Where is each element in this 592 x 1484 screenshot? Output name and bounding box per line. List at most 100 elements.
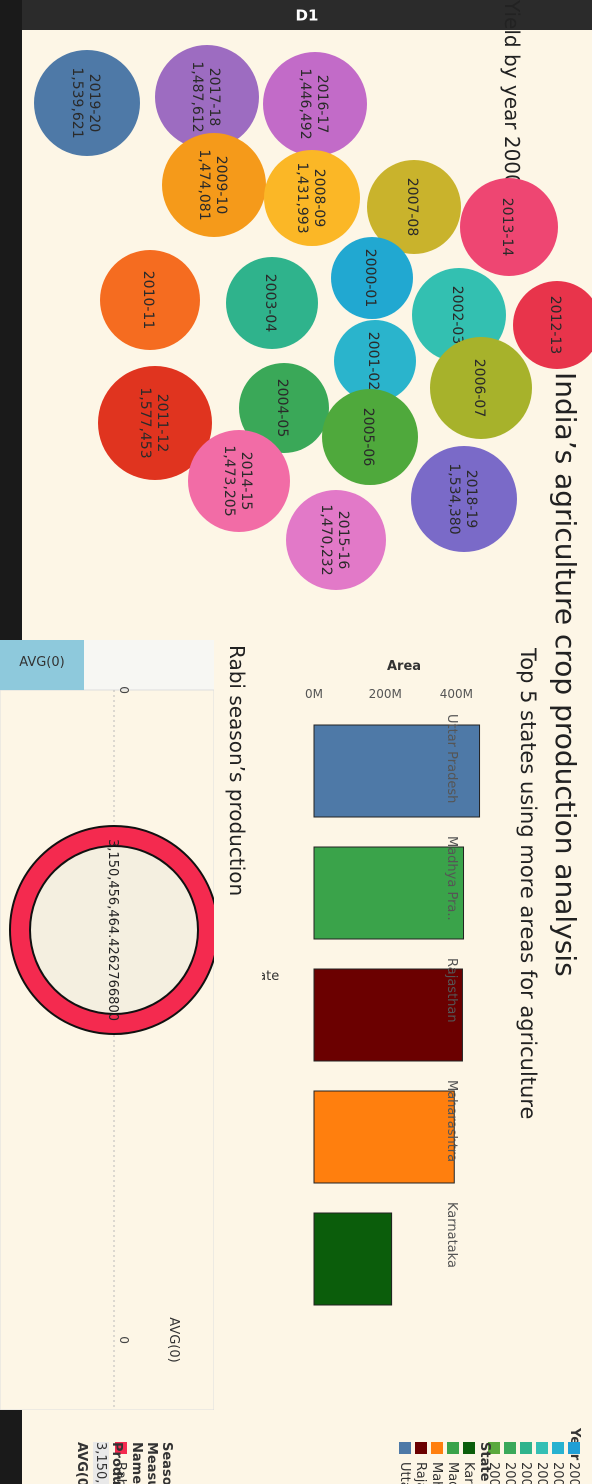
bubble-value: 1,534,380 [446, 463, 462, 534]
bubble-2012-13[interactable]: 2012-13 [513, 281, 592, 369]
legend-state-title: State [477, 1442, 492, 1482]
legend-production-value[interactable]: 3,150,456,464.4262 [93, 1442, 109, 1484]
rabi-donut[interactable] [9, 825, 214, 1035]
bubble-circle[interactable] [264, 150, 360, 246]
bubble-value: 1,539,621 [69, 67, 85, 138]
bubble-circle[interactable] [155, 45, 259, 149]
bubble-2003-04[interactable]: 2003-04 [226, 257, 318, 349]
bar-karnataka[interactable] [313, 1212, 393, 1306]
legend-state-item[interactable]: Rajasthan [413, 1442, 429, 1484]
bar-maharashtra[interactable] [313, 1090, 455, 1184]
bubble-circle[interactable] [100, 250, 200, 350]
legend-production-title: Production [109, 1442, 124, 1484]
legend-state-swatch [415, 1442, 427, 1454]
legend-state-swatch [431, 1442, 443, 1454]
bar-state-axis-label: State [262, 969, 279, 984]
bubble-circle[interactable] [322, 389, 418, 485]
bubble-circle[interactable] [286, 490, 386, 590]
bubble-2011-12[interactable]: 2011-121,577,453 [98, 366, 212, 480]
bubble-2001-02[interactable]: 2001-02 [334, 320, 416, 402]
bar-madhya-pra-[interactable] [313, 846, 465, 940]
legend-year-label: 2002-03 [535, 1462, 550, 1484]
legend-year-item[interactable]: 2000-01 [566, 1442, 582, 1484]
bubble-circle[interactable] [430, 337, 532, 439]
bubble-2000-01[interactable]: 2000-01 [331, 237, 413, 319]
legend-year-swatch [536, 1442, 548, 1454]
bubble-label: 2009-10 [213, 156, 229, 215]
bubble-circle[interactable] [263, 52, 367, 156]
bubble-label: 2008-09 [311, 169, 327, 228]
bubble-circle[interactable] [34, 50, 140, 156]
legend-year-label: 2001-02 [551, 1462, 566, 1484]
bubble-2008-09[interactable]: 2008-091,431,993 [264, 150, 360, 246]
bubble-2010-11[interactable]: 2010-11 [100, 250, 200, 350]
bubble-value: 1,487,612 [189, 61, 205, 132]
legend-state-label: Karnataka [462, 1462, 477, 1484]
bubble-circle[interactable] [513, 281, 592, 369]
bubble-circle[interactable] [334, 320, 416, 402]
bar-category-label: Madhya Pra.. [444, 836, 459, 921]
bubble-circle[interactable] [367, 160, 461, 254]
bubble-2013-14[interactable]: 2013-14 [460, 178, 558, 276]
bubble-2005-06[interactable]: 2005-06 [322, 389, 418, 485]
legend-state-item[interactable]: Uttar Pradesh [397, 1442, 413, 1484]
bubble-2016-17[interactable]: 2016-171,446,492 [263, 52, 367, 156]
bubble-circle[interactable] [188, 430, 290, 532]
bar-category-label: Uttar Pradesh [444, 714, 459, 803]
bubble-circle[interactable] [411, 446, 517, 552]
bubble-circle[interactable] [460, 178, 558, 276]
bar-rajasthan[interactable] [313, 968, 463, 1062]
rabi-axis-band [0, 640, 84, 690]
legend-year-label: 2004-05 [503, 1462, 518, 1484]
bubble-label: 2011-12 [154, 394, 170, 453]
bubble-2004-05[interactable]: 2004-05 [239, 363, 329, 453]
legend-year-item[interactable]: 2001-02 [550, 1442, 566, 1484]
bubble-chart: 2019-201,539,621 2017-181,487,612 2016-171… [34, 45, 592, 590]
bubble-2015-16[interactable]: 2015-161,470,232 [286, 490, 386, 590]
legend-season-title: Season, Measure Names [129, 1442, 174, 1484]
bubble-2014-15[interactable]: 2014-151,473,205 [188, 430, 290, 532]
bubble-circle[interactable] [239, 363, 329, 453]
legend-state-item[interactable]: Madhya Pradesh [445, 1442, 461, 1484]
bubble-circle[interactable] [162, 133, 266, 237]
legend-state-item[interactable]: Maharashtra [429, 1442, 445, 1484]
rabi-donut-label: 3,150,456,464.4262766800 [105, 839, 120, 1021]
bubble-label: 2006-07 [471, 359, 487, 418]
legend-year-item[interactable]: 2002-03 [534, 1442, 550, 1484]
legend-year-swatch [504, 1442, 516, 1454]
legend-state-label: Madhya Pradesh [446, 1462, 461, 1484]
bubble-label: 2019-20 [86, 74, 102, 133]
rabi-axis-label: AVG(0) [19, 655, 64, 670]
rabi-chart-title: Rabi season’s production [225, 645, 249, 897]
bubble-2006-07[interactable]: 2006-07 [430, 337, 532, 439]
bubble-2007-08[interactable]: 2007-08 [367, 160, 461, 254]
legend-year-swatch [568, 1442, 580, 1454]
legend-year-item[interactable]: 2003-04 [518, 1442, 534, 1484]
legend-year-item[interactable]: 2004-05 [502, 1442, 518, 1484]
bubble-label: 2005-06 [360, 408, 376, 467]
bubble-label: 2017-18 [206, 68, 222, 127]
legend-production: Production3,150,456,464.4262 AVG(0) [74, 1442, 124, 1484]
bubble-circle[interactable] [98, 366, 212, 480]
bubble-2018-19[interactable]: 2018-191,534,380 [411, 446, 517, 552]
rabi-donut-ring[interactable] [10, 826, 214, 1034]
bubble-2009-10[interactable]: 2009-101,474,081 [162, 133, 266, 237]
bubble-value: 1,470,232 [318, 504, 334, 575]
legend-state-item[interactable]: Karnataka [461, 1442, 477, 1484]
bubble-value: 1,577,453 [137, 387, 153, 458]
bubble-label: 2015-16 [335, 511, 351, 570]
bubble-2017-18[interactable]: 2017-181,487,612 [155, 45, 259, 149]
bar-uttar-pradesh[interactable] [313, 724, 481, 818]
bubble-label: 2013-14 [499, 198, 515, 257]
bubble-circle[interactable] [331, 237, 413, 319]
bubble-circle[interactable] [226, 257, 318, 349]
legend-state-swatch [447, 1442, 459, 1454]
bubble-label: 2003-04 [262, 274, 278, 333]
bar-chart: Area 400M 200M 0M State Uttar Pradesh Madhya P… [262, 659, 481, 1306]
rabi-axis-bottom-label: AVG(0) [166, 1317, 181, 1362]
bubble-2019-20[interactable]: 2019-201,539,621 [34, 50, 140, 156]
rabi-donut-hole [29, 845, 199, 1015]
rabi-tick-bottom: 0 [117, 1336, 131, 1344]
